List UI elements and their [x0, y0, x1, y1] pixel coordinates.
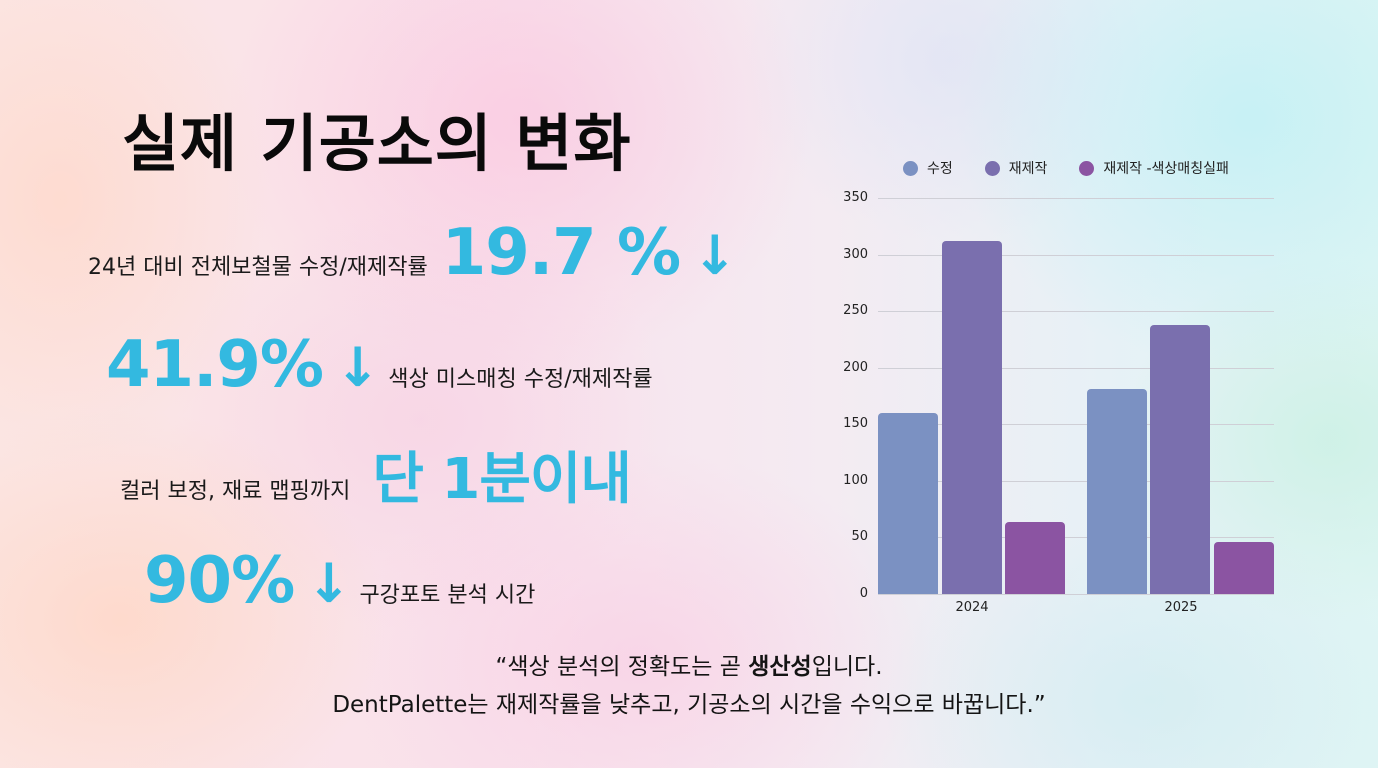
y-tick: 150 [843, 416, 868, 432]
bar-2024-remake [942, 241, 1002, 594]
legend-item-remake-color-fail: 재제작 -색상매칭실패 [1079, 158, 1229, 178]
y-tick: 100 [843, 472, 868, 488]
gridline [878, 311, 1274, 313]
stat-value: 단 1분이내 [372, 447, 632, 512]
stat-value: 41.9% [106, 328, 324, 402]
gridline [878, 537, 1274, 539]
down-arrow-icon: ↓ [692, 224, 738, 287]
legend-item-remake: 재제작 [984, 158, 1048, 178]
legend-label: 재제작 [1008, 161, 1048, 177]
bar-2025-remake [1150, 324, 1210, 594]
stat-label: 구강포토 분석 시간 [359, 583, 536, 608]
chart-legend: 수정 재제작 재제작 -색상매칭실패 [903, 158, 1261, 178]
chart-plot-area: 350 300 250 200 150 100 50 0 2024 2025 [843, 190, 1274, 615]
gridline [878, 198, 1274, 199]
stat-label: 컬러 보정, 재료 맵핑까지 [120, 479, 351, 504]
stat-value: 90% [144, 544, 295, 618]
y-tick: 0 [859, 586, 868, 601]
legend-dot-icon [1079, 160, 1095, 176]
legend-item-revision: 수정 [903, 158, 953, 178]
gridline [878, 480, 1274, 482]
closing-quote: “색상 분석의 정확도는 곧 생산성입니다. DentPalette는 재제작률… [0, 648, 1378, 724]
slide-title: 실제 기공소의 변화 [122, 107, 632, 180]
bar-2025-revision [1087, 389, 1147, 594]
bar-2024-remake-color-fail [1005, 521, 1065, 594]
y-tick: 250 [843, 303, 868, 319]
legend-label: 재제작 -색상매칭실패 [1103, 161, 1229, 177]
x-tick: 2024 [955, 600, 989, 615]
y-tick: 50 [851, 529, 868, 545]
quote-line-2: DentPalette는 재제작률을 낮추고, 기공소의 시간을 수익으로 바꿉… [332, 692, 1046, 718]
gridline [878, 594, 1274, 595]
remake-bar-chart: 수정 재제작 재제작 -색상매칭실패 350 300 250 200 150 1… [830, 150, 1300, 630]
bar-2025-remake-color-fail [1214, 541, 1274, 594]
down-arrow-icon: ↓ [335, 336, 381, 399]
legend-dot-icon [984, 160, 1000, 176]
stat-label: 색상 미스매칭 수정/재제작률 [388, 367, 653, 392]
x-tick: 2025 [1164, 600, 1198, 615]
y-tick: 200 [843, 359, 868, 375]
legend-label: 수정 [927, 161, 953, 177]
y-tick: 300 [843, 246, 868, 262]
gridline [878, 254, 1274, 256]
quote-emphasis: 생산성 [748, 654, 812, 680]
stat-label: 24년 대비 전체보철물 수정/재제작률 [88, 255, 428, 280]
legend-dot-icon [903, 160, 918, 176]
down-arrow-icon: ↓ [306, 552, 352, 615]
bar-2024-revision [878, 412, 938, 594]
quote-suffix: 입니다. [811, 654, 883, 680]
gridline [878, 367, 1274, 369]
stat-color-correction-time: 컬러 보정, 재료 맵핑까지 단 1분이내 [120, 434, 632, 515]
y-tick: 350 [843, 190, 868, 205]
stat-color-mismatch-rate: 41.9% ↓ 색상 미스매칭 수정/재제작률 [106, 328, 653, 402]
gridline [878, 424, 1274, 426]
stat-value: 19.7 % [441, 216, 681, 290]
quote-prefix: “색상 분석의 정확도는 곧 [495, 654, 749, 680]
stat-photo-analysis-time: 90% ↓ 구강포토 분석 시간 [144, 544, 535, 618]
stat-overall-remake-rate: 24년 대비 전체보철물 수정/재제작률 19.7 % ↓ [88, 216, 745, 290]
quote-line-1: “색상 분석의 정확도는 곧 생산성입니다. [0, 648, 1378, 686]
